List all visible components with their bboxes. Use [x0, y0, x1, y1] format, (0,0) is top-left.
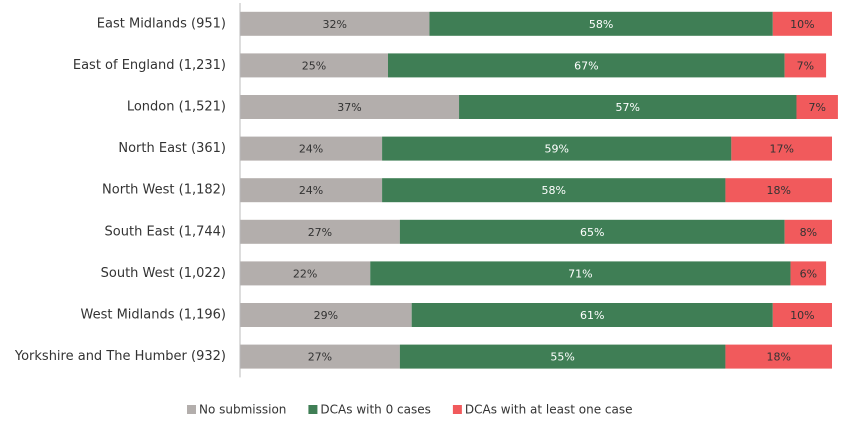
data-label: 24% — [299, 184, 323, 197]
bar-segment — [796, 95, 838, 119]
data-label: 8% — [800, 226, 817, 239]
data-label: 18% — [766, 184, 790, 197]
data-label: 10% — [790, 309, 814, 322]
bar-segment — [240, 11, 430, 36]
bar-segment — [790, 261, 827, 286]
bar-segment — [240, 95, 460, 119]
data-label: 67% — [574, 59, 598, 72]
bar-segment — [772, 303, 832, 327]
data-label: 59% — [544, 143, 568, 156]
bar-segment — [399, 219, 785, 244]
data-label: 17% — [769, 143, 793, 156]
data-label: 6% — [800, 267, 817, 280]
bar-segment — [240, 178, 383, 203]
y-tick-label: South West (1,022) — [101, 266, 226, 281]
bar-segment — [240, 344, 400, 369]
y-tick-label: East Midlands (951) — [97, 16, 226, 31]
bar-segment — [240, 261, 371, 286]
data-label: 7% — [808, 101, 825, 114]
data-label: 65% — [580, 226, 604, 239]
data-label: 29% — [314, 309, 338, 322]
bar-segment — [370, 261, 791, 286]
legend-label: DCAs with at least one case — [465, 403, 633, 417]
data-label: 58% — [542, 184, 566, 197]
y-tick-label: South East (1,744) — [105, 224, 226, 239]
y-tick-label: North East (361) — [118, 141, 226, 156]
bar-segment — [388, 53, 785, 78]
bar-segment — [240, 303, 412, 327]
legend-swatch — [187, 405, 196, 414]
legend-label: DCAs with 0 cases — [320, 403, 430, 417]
data-label: 55% — [550, 351, 574, 364]
bar-segment — [459, 95, 797, 119]
data-label: 71% — [568, 267, 592, 280]
bar-segment — [399, 344, 726, 369]
data-label: 27% — [308, 226, 332, 239]
data-label: 25% — [302, 59, 326, 72]
data-label: 18% — [766, 351, 790, 364]
bar-segment — [725, 178, 832, 203]
bar-segment — [429, 11, 773, 36]
y-tick-label: West Midlands (1,196) — [80, 308, 226, 323]
bar-segment — [725, 344, 832, 369]
y-tick-label: East of England (1,231) — [73, 58, 226, 73]
data-label: 58% — [589, 18, 613, 31]
y-tick-label: London (1,521) — [127, 100, 226, 115]
data-label: 22% — [293, 267, 317, 280]
bar-segment — [784, 219, 832, 244]
data-label: 61% — [580, 309, 604, 322]
bar-segment — [411, 303, 773, 327]
data-label: 27% — [308, 351, 332, 364]
bar-segment — [731, 136, 832, 161]
legend-swatch — [308, 405, 318, 414]
bar-segment — [772, 11, 832, 36]
bar-segment — [784, 53, 827, 78]
data-label: 37% — [337, 101, 361, 114]
y-tick-label: Yorkshire and The Humber (932) — [14, 349, 226, 364]
data-label: 7% — [797, 59, 814, 72]
data-label: 32% — [322, 18, 346, 31]
legend-swatch — [452, 405, 462, 414]
data-label: 57% — [616, 101, 640, 114]
legend-label: No submission — [199, 403, 286, 417]
bar-segment — [382, 178, 726, 203]
data-label: 10% — [790, 18, 814, 31]
bar-segment — [382, 136, 732, 161]
y-tick-label: North West (1,182) — [102, 183, 226, 198]
bar-segment — [240, 219, 400, 244]
bar-segment — [240, 136, 383, 161]
data-label: 24% — [299, 143, 323, 156]
bar-segment — [240, 53, 388, 78]
